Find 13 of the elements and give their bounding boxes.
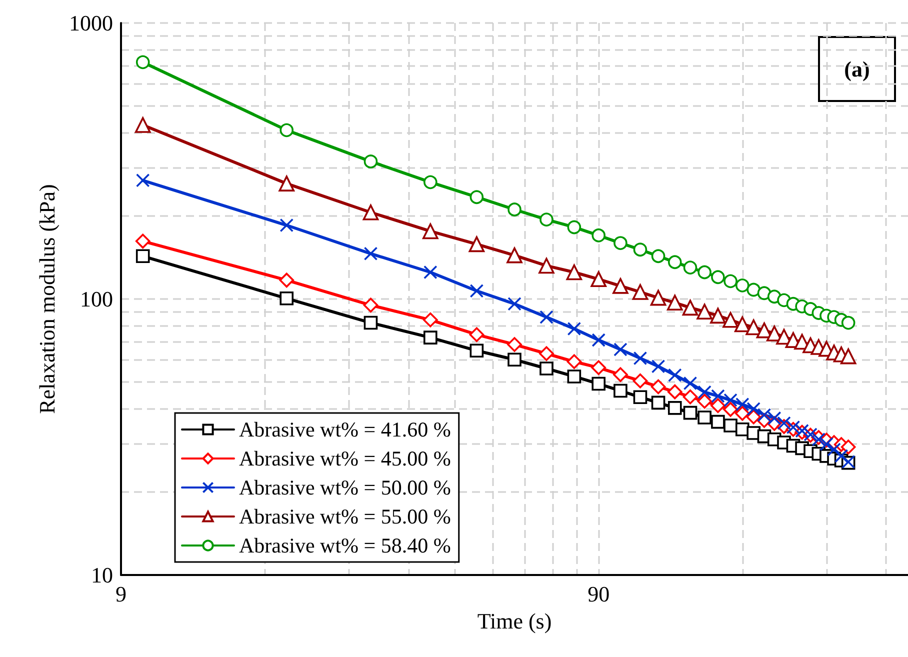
- y-axis-title: Relaxation modulus (kPa): [34, 184, 60, 414]
- legend-label: Abrasive wt% = 55.00 %: [239, 504, 451, 528]
- legend-label: Abrasive wt% = 50.00 %: [239, 476, 451, 500]
- y-tick-label: 10: [91, 562, 113, 588]
- legend-label: Abrasive wt% = 41.60 %: [239, 418, 451, 442]
- x-tick-label: 9: [116, 582, 126, 606]
- x-tick-label: 90: [588, 582, 610, 606]
- legend-label: Abrasive wt% = 58.40 %: [239, 534, 451, 558]
- x-axis-title: Time (s): [477, 608, 552, 634]
- y-tick-label: 100: [80, 286, 113, 312]
- annotation: (a): [844, 56, 870, 82]
- y-tick-label: 1000: [69, 10, 113, 36]
- legend-label: Abrasive wt% = 45.00 %: [239, 446, 451, 470]
